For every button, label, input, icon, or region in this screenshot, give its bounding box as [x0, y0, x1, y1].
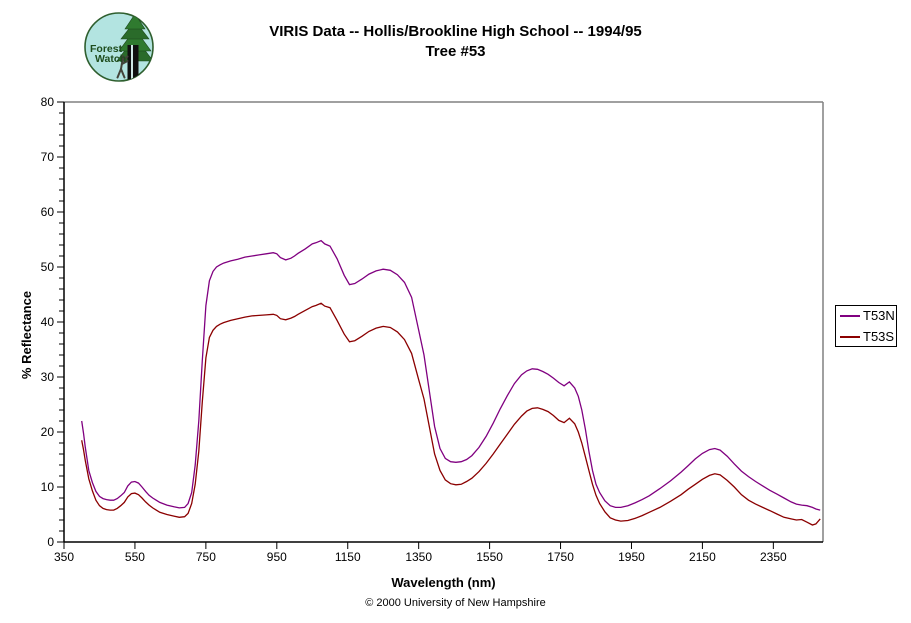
x-tick-label: 1550: [476, 550, 503, 564]
x-tick-label: 2150: [689, 550, 716, 564]
series-line-T53S: [81, 302, 821, 526]
legend-label-t53n: T53N: [863, 308, 895, 323]
y-tick-label: 60: [41, 205, 55, 219]
x-tick-label: 2350: [760, 550, 787, 564]
legend-box: T53N T53S: [835, 305, 897, 347]
logo-text-watch: Watch: [95, 53, 126, 65]
x-tick-label: 950: [267, 550, 287, 564]
x-tick-label: 1150: [335, 550, 361, 564]
t53n-line-swatch: [840, 314, 860, 317]
y-axis-title: % Reflectance: [19, 291, 34, 379]
chart-title-line1: VIRIS Data -- Hollis/Brookline High Scho…: [269, 23, 642, 40]
y-tick-label: 10: [41, 480, 55, 494]
x-tick-label: 1350: [405, 550, 432, 564]
y-tick-label: 0: [47, 535, 54, 549]
chart-title-line2: Tree #53: [425, 43, 486, 60]
person-icon: [116, 55, 129, 79]
y-tick-label: 20: [41, 425, 55, 439]
series-line-T53N: [81, 239, 821, 511]
logo-text-forest: Forest: [90, 43, 123, 55]
y-tick-label: 80: [41, 95, 55, 109]
x-tick-label: 350: [54, 550, 74, 564]
copyright-text: © 2000 University of New Hampshire: [365, 597, 546, 609]
x-tick-label: 1950: [618, 550, 645, 564]
legend-label-t53s: T53S: [863, 329, 895, 344]
legend-item-t53n: T53N: [836, 309, 896, 322]
x-tick-label: 550: [125, 550, 145, 564]
pine-tree-icon: [116, 13, 153, 81]
y-tick-label: 50: [41, 260, 55, 274]
x-tick-label: 1750: [547, 550, 574, 564]
x-axis-title: Wavelength (nm): [391, 575, 495, 590]
legend-item-t53s: T53S: [836, 330, 896, 343]
y-tick-label: 30: [41, 370, 55, 384]
forest-watch-logo: Forest Watch: [84, 12, 154, 82]
x-tick-label: 750: [196, 550, 216, 564]
t53s-line-swatch: [840, 335, 860, 338]
y-tick-label: 70: [41, 150, 55, 164]
y-tick-label: 40: [41, 315, 55, 329]
